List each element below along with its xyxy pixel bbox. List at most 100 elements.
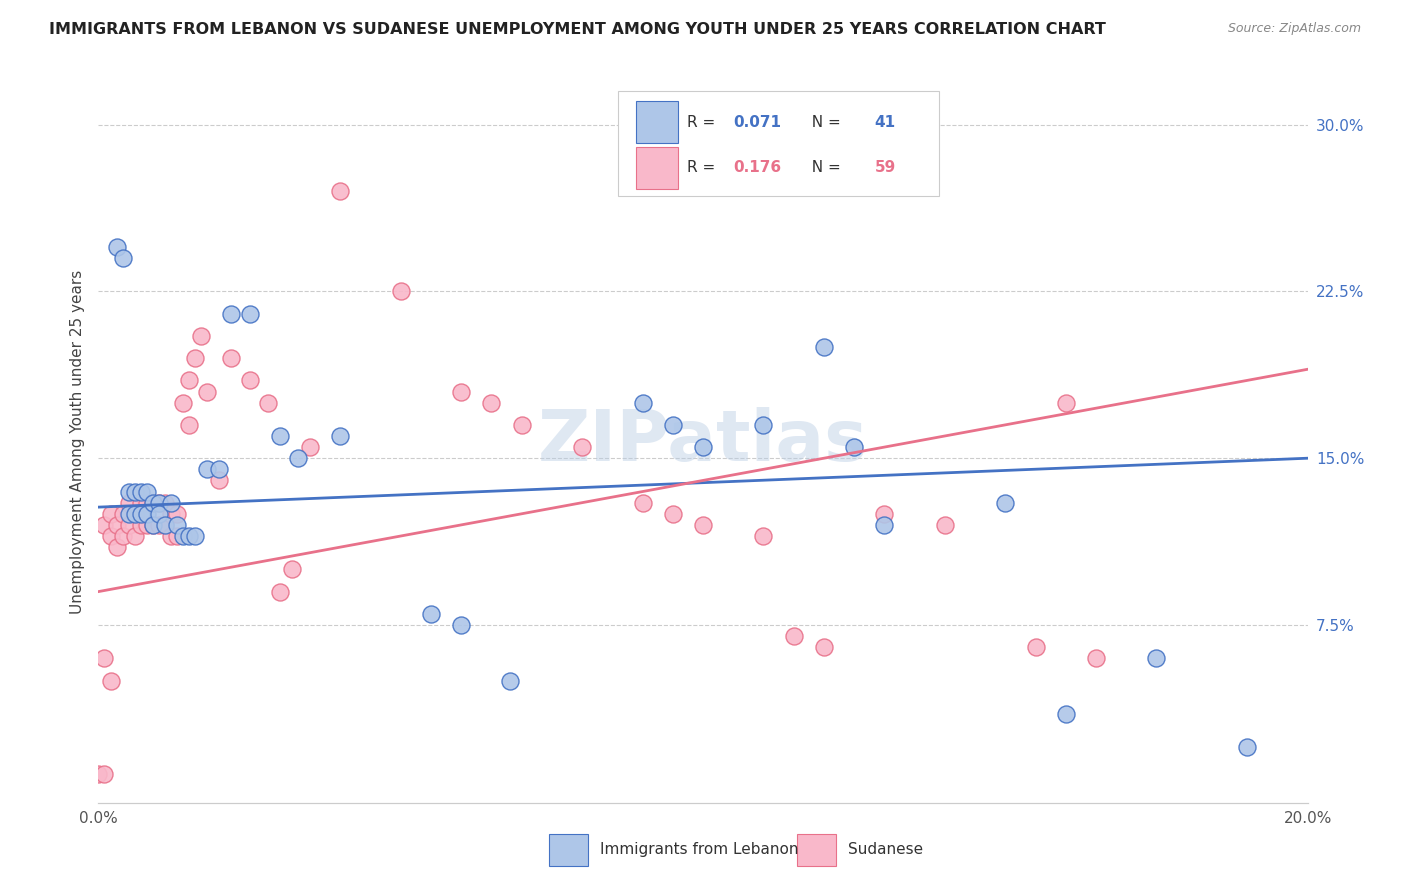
Point <box>752 529 775 543</box>
Point <box>239 307 262 321</box>
Point <box>190 329 212 343</box>
Point <box>100 529 122 543</box>
Point <box>135 496 157 510</box>
Text: 0.176: 0.176 <box>734 161 782 176</box>
Point <box>329 185 352 199</box>
Point <box>124 529 146 543</box>
Point <box>93 651 115 665</box>
Point <box>239 373 262 387</box>
Point <box>142 517 165 532</box>
Point <box>172 529 194 543</box>
Point <box>752 417 775 432</box>
Text: 41: 41 <box>875 114 896 129</box>
Point <box>269 429 291 443</box>
Point <box>498 673 520 688</box>
Point <box>153 517 176 532</box>
Text: R =: R = <box>688 161 720 176</box>
Point <box>221 351 243 366</box>
Point <box>129 496 152 510</box>
Point <box>129 517 152 532</box>
Point <box>142 496 165 510</box>
Point <box>1236 740 1258 755</box>
Point <box>160 529 183 543</box>
Text: ZIPatlas: ZIPatlas <box>538 407 868 476</box>
Text: Sudanese: Sudanese <box>848 842 924 857</box>
Point <box>105 540 128 554</box>
Point <box>256 395 278 409</box>
Point <box>129 484 152 499</box>
Point <box>389 285 412 299</box>
Point <box>87 767 110 781</box>
Point <box>692 517 714 532</box>
Point <box>105 240 128 254</box>
Point <box>873 507 896 521</box>
Point <box>1054 706 1077 721</box>
FancyBboxPatch shape <box>619 91 939 196</box>
Point <box>124 484 146 499</box>
Point <box>661 507 683 521</box>
Point <box>135 484 157 499</box>
Point <box>783 629 806 643</box>
Text: Immigrants from Lebanon: Immigrants from Lebanon <box>600 842 799 857</box>
Point <box>299 440 322 454</box>
Point <box>153 496 176 510</box>
Point <box>118 517 141 532</box>
Point <box>329 429 352 443</box>
Text: Source: ZipAtlas.com: Source: ZipAtlas.com <box>1227 22 1361 36</box>
Text: N =: N = <box>803 161 846 176</box>
Point <box>142 496 165 510</box>
Point <box>166 517 188 532</box>
FancyBboxPatch shape <box>637 146 678 189</box>
Point <box>148 496 170 510</box>
Point <box>148 507 170 521</box>
Point <box>631 496 654 510</box>
Point <box>221 307 243 321</box>
Point <box>661 417 683 432</box>
Text: 0.071: 0.071 <box>734 114 782 129</box>
Point <box>934 517 956 532</box>
Point <box>195 462 218 476</box>
Point <box>111 529 134 543</box>
Text: N =: N = <box>803 114 846 129</box>
Point <box>571 440 593 454</box>
Point <box>118 496 141 510</box>
Point <box>692 440 714 454</box>
Point <box>124 507 146 521</box>
Text: R =: R = <box>688 114 720 129</box>
Point <box>420 607 443 621</box>
Point <box>172 395 194 409</box>
Point <box>208 462 231 476</box>
Point <box>208 474 231 488</box>
Point <box>1024 640 1046 655</box>
Point <box>142 517 165 532</box>
Point <box>481 395 503 409</box>
Point <box>153 517 176 532</box>
Point <box>450 618 472 632</box>
Point <box>135 517 157 532</box>
Point <box>179 529 201 543</box>
Point <box>813 640 835 655</box>
Point <box>631 395 654 409</box>
FancyBboxPatch shape <box>637 101 678 144</box>
Point <box>93 767 115 781</box>
Point <box>844 440 866 454</box>
Point <box>994 496 1017 510</box>
Point <box>93 517 115 532</box>
Point <box>281 562 304 576</box>
Point <box>179 373 201 387</box>
Point <box>124 507 146 521</box>
Point <box>1144 651 1167 665</box>
Point <box>148 496 170 510</box>
Point <box>179 417 201 432</box>
Point <box>105 517 128 532</box>
Point <box>100 673 122 688</box>
Point <box>166 529 188 543</box>
FancyBboxPatch shape <box>797 834 837 865</box>
Point <box>510 417 533 432</box>
Point <box>1085 651 1108 665</box>
Point <box>135 507 157 521</box>
Point <box>269 584 291 599</box>
Point <box>129 507 152 521</box>
Point <box>450 384 472 399</box>
Point <box>813 340 835 354</box>
